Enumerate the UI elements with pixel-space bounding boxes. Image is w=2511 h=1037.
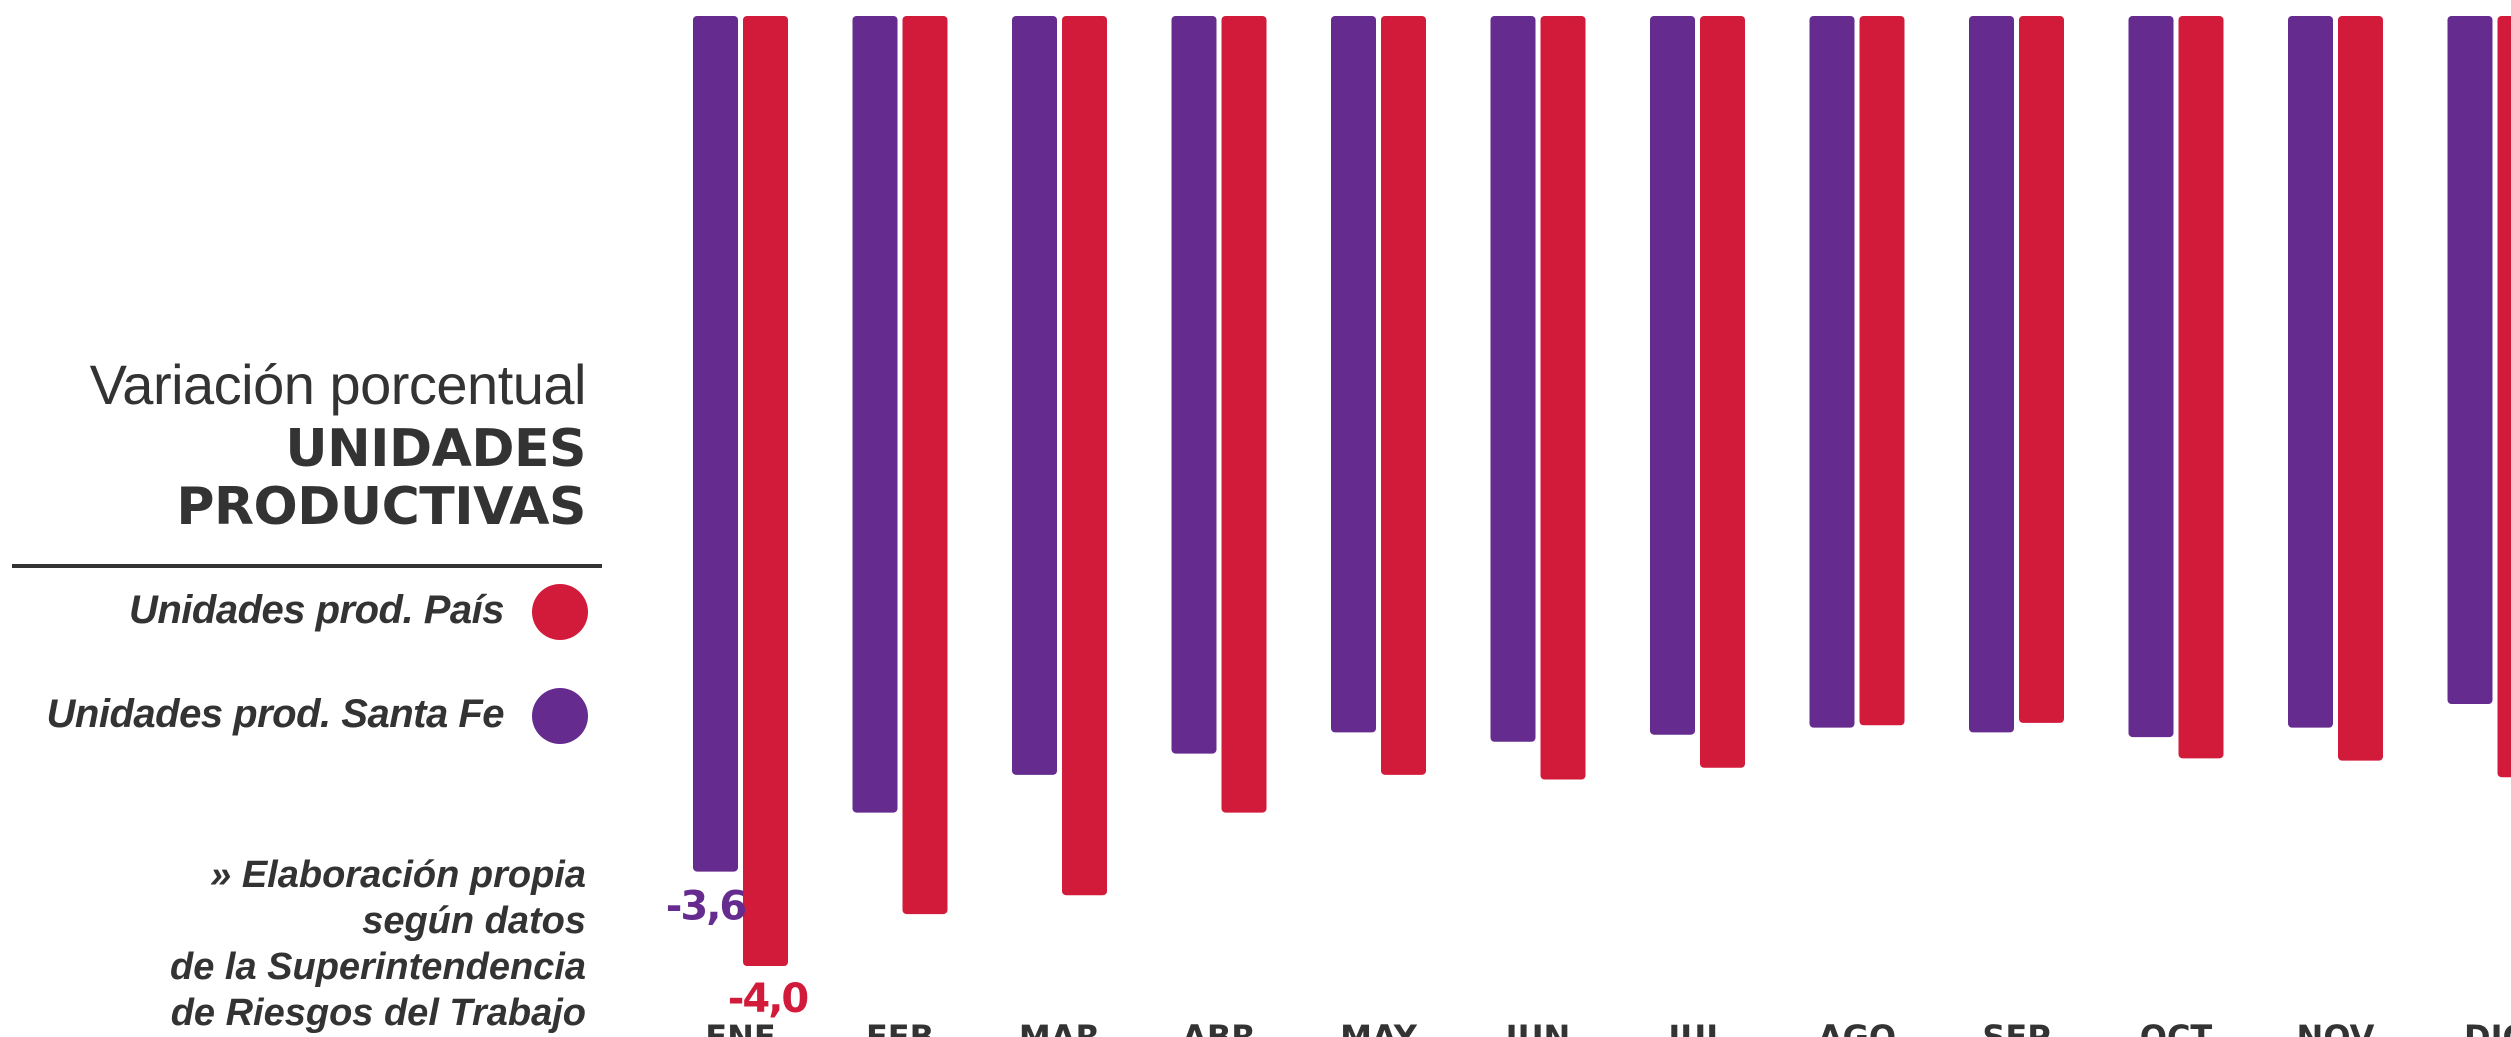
month-label-feb: FEB — [866, 1018, 934, 1037]
bar-sep-pais — [2019, 16, 2064, 723]
bar-dic-santa-fe — [2447, 16, 2493, 705]
month-label-jul: JUL — [1666, 1018, 1726, 1037]
legend-item-santa-fe: Unidades prod. Santa Fe — [0, 688, 600, 748]
bars-group — [693, 16, 2511, 966]
source-note: » Elaboración propia según datos de la S… — [26, 852, 586, 1036]
bar-oct-santa-fe — [2128, 16, 2174, 738]
bar-jun-santa-fe — [1490, 16, 1536, 742]
source-line-4: de Riesgos del Trabajo — [170, 992, 586, 1034]
value-label-ene-santa-fe: -3,6 — [666, 884, 746, 930]
month-label-mar: MAR — [1019, 1018, 1100, 1037]
source-line-3: de la Superintendencia — [170, 946, 586, 988]
month-label-may: MAY — [1340, 1018, 1418, 1037]
chart-title-light: Variación porcentual — [89, 353, 587, 416]
bar-ago-santa-fe — [1809, 16, 1855, 728]
bar-jul-pais — [1700, 16, 1745, 768]
bar-ene-santa-fe — [693, 16, 738, 872]
legend-label-santa-fe: Unidades prod. Santa Fe — [46, 692, 505, 736]
chart-title-line-1: UNIDADES — [285, 419, 586, 479]
value-label-ene-pais: -4,0 — [728, 976, 808, 1022]
legend-label-pais: Unidades prod. País — [128, 588, 505, 632]
bar-jun-pais — [1540, 16, 1586, 780]
month-label-ene: ENE — [705, 1018, 776, 1037]
month-label-nov: NOV — [2297, 1018, 2375, 1037]
bar-mar-pais — [1062, 16, 1107, 896]
legend-item-pais: Unidades prod. País — [0, 584, 600, 644]
bar-nov-pais — [2338, 16, 2383, 761]
month-label-sep: SEP — [1982, 1018, 2050, 1037]
bar-may-pais — [1381, 16, 1426, 775]
month-label-dic: DIC — [2464, 1018, 2511, 1037]
bar-ene-pais — [743, 16, 788, 966]
bar-ago-pais — [1859, 16, 1905, 726]
bar-mar-santa-fe — [1012, 16, 1057, 775]
month-label-oct: OCT — [2140, 1018, 2213, 1037]
month-label-jun: JUN — [1504, 1018, 1571, 1037]
chart-title-bold: UNIDADES PRODUCTIVAS — [26, 420, 586, 536]
bar-may-santa-fe — [1331, 16, 1376, 733]
source-line-1: » Elaboración propia — [210, 854, 586, 896]
chart-title-line-2: PRODUCTIVAS — [176, 477, 586, 537]
month-label-abr: ABR — [1182, 1018, 1256, 1037]
bar-abr-santa-fe — [1171, 16, 1217, 754]
legend-dot-pais-icon — [532, 584, 588, 640]
month-label-ago: AGO — [1818, 1018, 1896, 1037]
value-labels-group: -3,6 -4,0 — [666, 884, 810, 1022]
legend-dot-santa-fe-icon — [532, 688, 588, 744]
chart-side-panel: Variación porcentual UNIDADES PRODUCTIVA… — [0, 0, 620, 1037]
bar-oct-pais — [2178, 16, 2224, 759]
bar-feb-santa-fe — [852, 16, 898, 813]
bar-abr-pais — [1221, 16, 1267, 813]
bar-sep-santa-fe — [1969, 16, 2014, 733]
bar-nov-santa-fe — [2288, 16, 2333, 728]
month-labels-group: ENE FEB MAR ABR MAY JUN JUL AGO SEP OCT NOV DIC — [705, 1018, 2511, 1037]
bar-jul-santa-fe — [1650, 16, 1695, 735]
bar-feb-pais — [902, 16, 948, 915]
bar-dic-pais — [2497, 16, 2511, 778]
title-divider — [12, 564, 602, 568]
source-line-2: según datos — [362, 900, 586, 942]
